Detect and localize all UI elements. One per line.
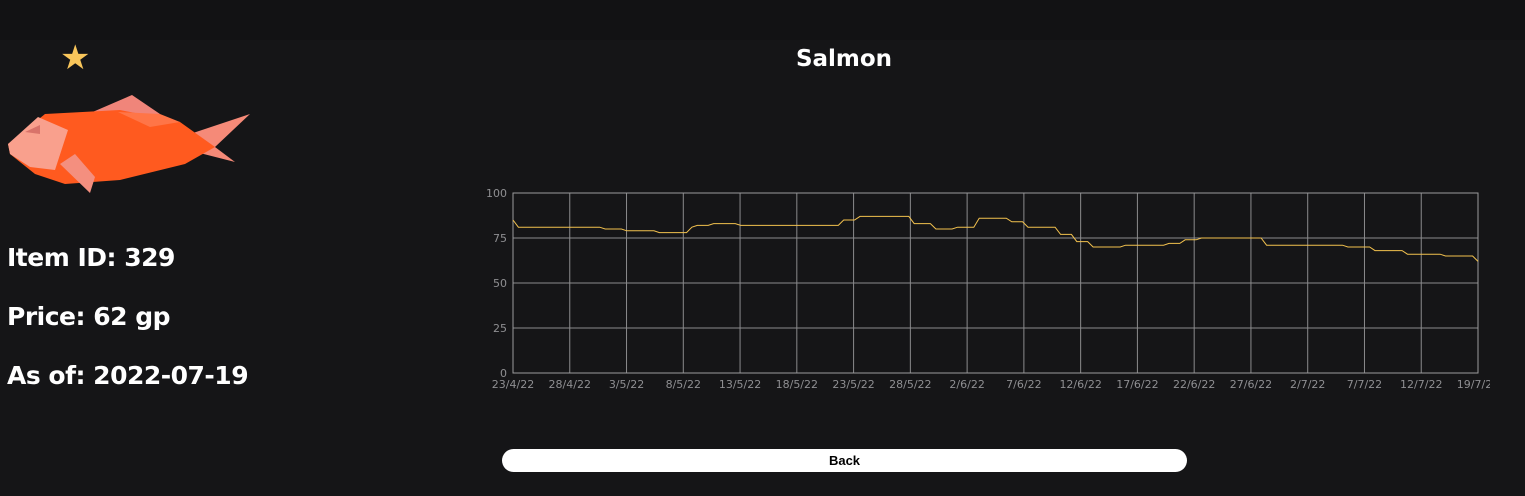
- x-tick-label: 17/6/22: [1116, 378, 1158, 391]
- price-series-line: [512, 215, 1479, 262]
- x-tick-label: 13/5/22: [719, 378, 761, 391]
- star-icon[interactable]: ★: [60, 39, 91, 77]
- x-tick-label: 12/7/22: [1400, 378, 1442, 391]
- x-tick-label: 7/7/22: [1347, 378, 1382, 391]
- x-tick-label: 3/5/22: [609, 378, 644, 391]
- plot-border: [512, 192, 1479, 374]
- x-tick-label: 23/5/22: [832, 378, 874, 391]
- y-tick-label: 0: [500, 367, 507, 380]
- x-tick-label: 28/4/22: [549, 378, 591, 391]
- top-bar: [0, 0, 1525, 40]
- item-id-text: Item ID: 329: [7, 243, 175, 272]
- x-tick-label: 27/6/22: [1230, 378, 1272, 391]
- as-of-date-text: As of: 2022-07-19: [7, 361, 249, 390]
- back-button[interactable]: Back: [502, 449, 1187, 472]
- x-tick-label: 23/4/22: [492, 378, 534, 391]
- price-history-chart: 0 25 50 75 100 23/4/22 28/4/22 3/5/22 8/5/22 13/5…: [486, 187, 1490, 391]
- x-tick-label: 22/6/22: [1173, 378, 1215, 391]
- x-tick-label: 7/6/22: [1006, 378, 1041, 391]
- salmon-fish-icon: [8, 95, 250, 193]
- x-tick-label: 12/6/22: [1059, 378, 1101, 391]
- x-tick-label: 18/5/22: [776, 378, 818, 391]
- y-tick-label: 100: [486, 187, 507, 200]
- x-tick-label: 2/7/22: [1290, 378, 1325, 391]
- x-tick-label: 8/5/22: [666, 378, 701, 391]
- x-tick-label: 2/6/22: [949, 378, 984, 391]
- x-tick-label: 28/5/22: [889, 378, 931, 391]
- y-tick-label: 25: [493, 322, 507, 335]
- y-tick-label: 50: [493, 277, 507, 290]
- price-text: Price: 62 gp: [7, 302, 170, 331]
- page-title: Salmon: [795, 46, 893, 72]
- y-tick-label: 75: [493, 232, 507, 245]
- x-tick-label: 19/7/22: [1457, 378, 1490, 391]
